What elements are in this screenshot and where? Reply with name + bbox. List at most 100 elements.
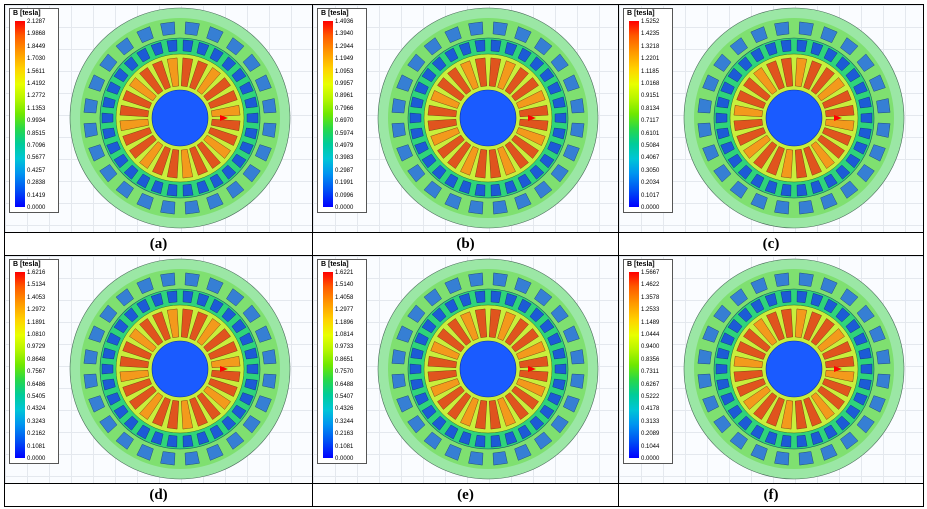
stator-slot bbox=[488, 400, 502, 430]
stator-slot bbox=[822, 127, 852, 146]
stator-slot bbox=[488, 57, 502, 87]
panel-d: B [tesla] 1.6216 1.5134 1.4053 1.2972 1.1891 1… bbox=[5, 256, 312, 483]
stator-slot bbox=[208, 127, 238, 146]
outer-magnet bbox=[697, 122, 712, 138]
modulation-segment bbox=[552, 347, 566, 360]
modulation-segment bbox=[102, 96, 116, 109]
stator-slot bbox=[196, 67, 221, 95]
legend-tick-label: 1.5252 bbox=[641, 19, 660, 25]
modulation-segment bbox=[182, 39, 194, 53]
modulation-segment bbox=[239, 332, 254, 346]
modulation-segment bbox=[209, 47, 224, 63]
stator-slot bbox=[152, 397, 171, 427]
modulation-segment bbox=[221, 307, 237, 323]
legend-tick-label: 0.4178 bbox=[641, 406, 660, 413]
field-plot-area: B [tesla] 1.6221 1.5140 1.4058 1.2977 1.1896 1… bbox=[313, 256, 618, 483]
stator-slot bbox=[733, 369, 763, 383]
modulation-segment bbox=[780, 290, 792, 304]
outer-magnet bbox=[550, 304, 569, 323]
outer-magnet bbox=[115, 431, 134, 450]
legend-tick-label: 0.2838 bbox=[27, 180, 46, 187]
stator-slot bbox=[803, 397, 822, 427]
legend-tick-label: 0.3244 bbox=[335, 418, 354, 425]
outer-magnet bbox=[391, 373, 406, 389]
legend-title: B [tesla] bbox=[627, 10, 655, 17]
modulation-segment bbox=[823, 47, 838, 63]
stator-slot bbox=[511, 385, 539, 410]
outer-magnet bbox=[570, 349, 585, 365]
stator-slot bbox=[817, 134, 845, 159]
stator-slot bbox=[460, 397, 479, 427]
stator-slot bbox=[822, 378, 852, 397]
stator-slot bbox=[780, 57, 794, 87]
modulation-segment bbox=[106, 81, 121, 95]
modulation-segment bbox=[750, 47, 765, 63]
legend-tick-label: 0.9151 bbox=[641, 93, 660, 100]
modulation-segment bbox=[246, 112, 259, 124]
stator-slot bbox=[166, 149, 180, 179]
legend-tick-label: 0.7117 bbox=[641, 118, 659, 125]
outer-magnet bbox=[444, 26, 462, 44]
outer-magnet bbox=[820, 26, 838, 44]
legend-tick-label: 0.0000 bbox=[641, 205, 660, 211]
modulation-segment bbox=[182, 434, 194, 448]
outer-magnet bbox=[697, 98, 712, 114]
outer-magnet bbox=[514, 26, 532, 44]
legend-tick-label: 1.2201 bbox=[641, 56, 660, 63]
stator-slot bbox=[152, 60, 171, 90]
legend-tick-label: 1.4235 bbox=[641, 31, 660, 38]
outer-magnet bbox=[115, 288, 134, 307]
outer-magnet bbox=[534, 180, 553, 199]
outer-magnet bbox=[184, 451, 200, 466]
modulation-segment bbox=[780, 434, 792, 448]
modulation-segment bbox=[720, 392, 735, 406]
stator-slot bbox=[430, 127, 460, 146]
stator-slot bbox=[753, 141, 778, 169]
outer-magnet bbox=[206, 443, 224, 461]
modulation-segment bbox=[780, 183, 792, 197]
modulation-segment bbox=[764, 292, 778, 307]
stator-slot bbox=[203, 385, 231, 410]
colorbar-legend: B [tesla] 2.1287 1.9868 1.8449 1.7030 1.5611 1… bbox=[9, 8, 59, 213]
modulation-segment bbox=[414, 332, 429, 346]
modulation-segment bbox=[444, 47, 459, 63]
modulation-segment bbox=[517, 298, 532, 314]
legend-tick-label: 1.0810 bbox=[27, 332, 46, 338]
stator-slot bbox=[460, 311, 479, 341]
image-row-2: B [tesla] 1.6216 1.5134 1.4053 1.2972 1.1891 1… bbox=[5, 256, 923, 483]
modulation-segment bbox=[196, 180, 210, 195]
modulation-segment bbox=[231, 153, 247, 169]
modulation-segment bbox=[737, 164, 753, 180]
modulation-segment bbox=[414, 392, 429, 406]
legend-tick-label: 0.8134 bbox=[641, 105, 660, 112]
modulation-segment bbox=[490, 434, 502, 448]
legend-tick-label: 0.6486 bbox=[27, 381, 46, 388]
shaft bbox=[765, 89, 823, 147]
modulation-segment bbox=[166, 183, 178, 197]
stator-slot bbox=[122, 127, 152, 146]
stator-slot bbox=[810, 141, 835, 169]
outer-magnet bbox=[798, 21, 814, 36]
stator-slot bbox=[203, 77, 231, 102]
motor-flux-density-map bbox=[69, 7, 291, 229]
modulation-segment bbox=[474, 290, 486, 304]
stator-slot bbox=[129, 385, 157, 410]
modulation-segment bbox=[727, 404, 743, 420]
stator-slot bbox=[474, 57, 488, 87]
modulation-segment bbox=[716, 96, 730, 109]
outer-magnet bbox=[407, 415, 426, 434]
modulation-segment bbox=[504, 431, 518, 446]
modulation-segment bbox=[539, 318, 555, 334]
modulation-segment bbox=[150, 292, 164, 307]
outer-magnet bbox=[206, 26, 224, 44]
modulation-segment bbox=[409, 112, 422, 124]
stator-slot bbox=[516, 90, 546, 109]
stator-slot bbox=[817, 385, 845, 410]
modulation-segment bbox=[504, 180, 518, 195]
colorbar-gradient bbox=[629, 21, 639, 207]
outer-magnet bbox=[514, 277, 532, 295]
stator-slot bbox=[497, 146, 516, 176]
stator-slot bbox=[119, 369, 149, 383]
modulation-segment bbox=[474, 39, 486, 53]
modulation-segment bbox=[196, 292, 210, 307]
